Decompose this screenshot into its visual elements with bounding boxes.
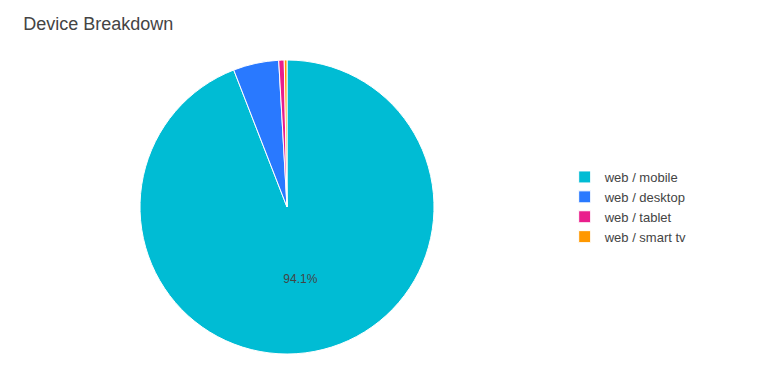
svg-text:web / desktop: web / desktop — [604, 190, 685, 205]
svg-text:web / smart tv: web / smart tv — [604, 230, 686, 245]
svg-text:94.1%: 94.1% — [283, 272, 317, 286]
svg-text:web / mobile: web / mobile — [604, 170, 678, 185]
svg-text:Device Breakdown: Device Breakdown — [23, 14, 173, 34]
svg-text:web / tablet: web / tablet — [604, 210, 672, 225]
